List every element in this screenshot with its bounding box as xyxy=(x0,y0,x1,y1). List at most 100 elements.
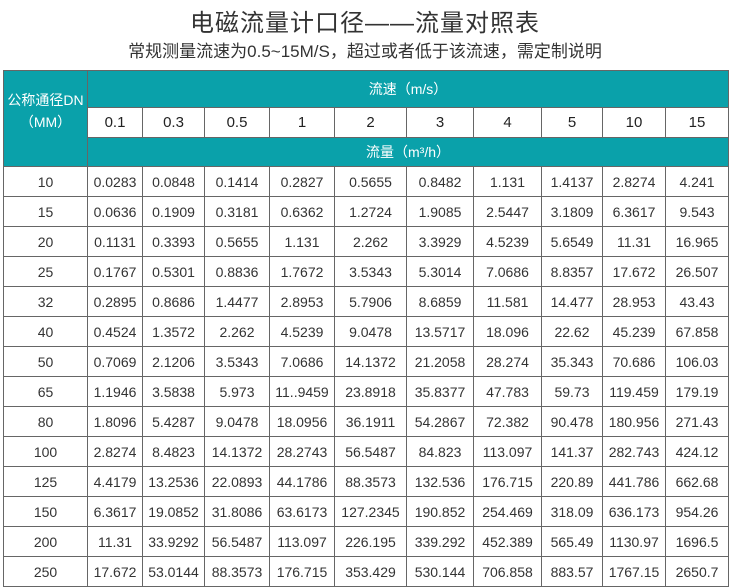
flow-value-cell: 14.1372 xyxy=(334,346,407,377)
flow-value-cell: 19.0852 xyxy=(142,496,205,527)
dn-cell: 10 xyxy=(3,166,88,197)
flow-value-cell: 0.7069 xyxy=(87,346,143,377)
flow-value-cell: 636.173 xyxy=(602,496,666,527)
flow-value-cell: 14.1372 xyxy=(204,436,270,467)
dn-header-line1: 公称通径DN xyxy=(7,92,84,108)
flow-value-cell: 18.096 xyxy=(473,316,542,347)
flow-value-cell: 254.469 xyxy=(473,496,542,527)
flow-value-cell: 3.3929 xyxy=(406,226,474,257)
flow-value-cell: 28.274 xyxy=(473,346,542,377)
flow-value-cell: 0.8686 xyxy=(142,286,205,317)
table-row: 15 0.0636 0.1909 0.3181 0.6362 1.2724 1.9085 2.… xyxy=(3,196,730,227)
flow-value-cell: 17.672 xyxy=(602,256,666,287)
flow-value-cell: 127.2345 xyxy=(334,496,407,527)
flow-value-cell: 1.2724 xyxy=(334,196,407,227)
flow-value-cell: 2.8274 xyxy=(87,436,143,467)
dn-cell: 40 xyxy=(3,316,88,347)
flow-value-cell: 5.973 xyxy=(204,376,270,407)
flow-value-cell: 141.37 xyxy=(541,436,603,467)
flow-value-cell: 1.3572 xyxy=(142,316,205,347)
flow-value-cell: 4.5239 xyxy=(473,226,542,257)
table-row: 100 2.8274 8.4823 14.1372 28.2743 56.5487 84.8… xyxy=(3,436,730,467)
flow-value-cell: 119.459 xyxy=(602,376,666,407)
flow-value-cell: 45.239 xyxy=(602,316,666,347)
flow-value-cell: 1.131 xyxy=(473,166,542,197)
flow-value-cell: 22.62 xyxy=(541,316,603,347)
flow-value-cell: 8.4823 xyxy=(142,436,205,467)
flow-value-cell: 441.786 xyxy=(602,466,666,497)
flow-value-cell: 8.6859 xyxy=(406,286,474,317)
flow-value-cell: 14.477 xyxy=(541,286,603,317)
dn-cell: 80 xyxy=(3,406,88,437)
flow-value-cell: 11..9459 xyxy=(269,376,335,407)
flow-value-cell: 5.3014 xyxy=(406,256,474,287)
flow-value-cell: 0.8482 xyxy=(406,166,474,197)
flow-value-cell: 5.4287 xyxy=(142,406,205,437)
flow-value-cell: 452.389 xyxy=(473,526,542,557)
flow-value-cell: 1696.5 xyxy=(664,526,730,557)
flow-value-cell: 9.0478 xyxy=(334,316,407,347)
flow-value-cell: 2.262 xyxy=(334,226,407,257)
flow-value-cell: 84.823 xyxy=(406,436,474,467)
flow-value-cell: 9.0478 xyxy=(204,406,270,437)
dn-cell: 32 xyxy=(3,286,88,317)
flow-value-cell: 5.6549 xyxy=(541,226,603,257)
flow-value-cell: 1.9085 xyxy=(406,196,474,227)
flow-value-cell: 954.26 xyxy=(664,496,730,527)
dn-cell: 65 xyxy=(3,376,88,407)
flow-value-cell: 7.0686 xyxy=(269,346,335,377)
flow-value-cell: 0.4524 xyxy=(87,316,143,347)
flow-value-cell: 53.0144 xyxy=(142,556,205,587)
flow-value-cell: 70.686 xyxy=(602,346,666,377)
flow-value-cell: 2.8953 xyxy=(269,286,335,317)
flow-value-cell: 9.543 xyxy=(664,196,730,227)
flow-value-cell: 11.581 xyxy=(473,286,542,317)
flow-value-cell: 7.0686 xyxy=(473,256,542,287)
flow-value-cell: 0.5655 xyxy=(204,226,270,257)
flow-value-cell: 11.31 xyxy=(87,526,143,557)
flow-value-cell: 3.5343 xyxy=(334,256,407,287)
flow-value-cell: 353.429 xyxy=(334,556,407,587)
flow-value-cell: 54.2867 xyxy=(406,406,474,437)
flow-value-cell: 43.43 xyxy=(664,286,730,317)
speed-values-row: 0.1 0.3 0.5 1 2 3 4 5 10 15 xyxy=(4,107,730,138)
speed-value-cell: 0.1 xyxy=(87,107,143,138)
flow-value-cell: 56.5487 xyxy=(334,436,407,467)
flow-value-cell: 2.1206 xyxy=(142,346,205,377)
flow-value-cell: 190.852 xyxy=(406,496,474,527)
table-row: 65 1.1946 3.5838 5.973 11..9459 23.8918 35.837… xyxy=(3,376,730,407)
flow-value-cell: 179.19 xyxy=(664,376,730,407)
flow-value-cell: 35.343 xyxy=(541,346,603,377)
flow-value-cell: 67.858 xyxy=(664,316,730,347)
speed-value-cell: 0.5 xyxy=(204,107,270,138)
flow-value-cell: 21.2058 xyxy=(406,346,474,377)
dn-header-line2: （MM） xyxy=(19,114,72,130)
flow-value-cell: 18.0956 xyxy=(269,406,335,437)
flow-value-cell: 22.0893 xyxy=(204,466,270,497)
flow-value-cell: 59.73 xyxy=(541,376,603,407)
flow-value-cell: 0.2827 xyxy=(269,166,335,197)
table-row: 50 0.7069 2.1206 3.5343 7.0686 14.1372 21.2058… xyxy=(3,346,730,377)
speed-value-cell: 1 xyxy=(269,107,335,138)
flow-value-cell: 180.956 xyxy=(602,406,666,437)
flow-value-cell: 0.5655 xyxy=(334,166,407,197)
flow-value-cell: 2650.7 xyxy=(664,556,730,587)
speed-value-cell: 4 xyxy=(473,107,542,138)
flow-value-cell: 1.8096 xyxy=(87,406,143,437)
flow-header: 流量（m³/h） xyxy=(86,137,730,167)
flow-value-cell: 6.3617 xyxy=(87,496,143,527)
flow-value-cell: 3.5838 xyxy=(142,376,205,407)
flow-value-cell: 90.478 xyxy=(541,406,603,437)
flow-value-cell: 2.8274 xyxy=(602,166,666,197)
flow-value-cell: 113.097 xyxy=(269,526,335,557)
flow-value-cell: 33.9292 xyxy=(142,526,205,557)
flow-value-cell: 88.3573 xyxy=(204,556,270,587)
flow-value-cell: 662.68 xyxy=(664,466,730,497)
flow-value-cell: 339.292 xyxy=(406,526,474,557)
flow-table: 公称通径DN （MM） 流速（m/s） 0.1 0.3 0.5 1 2 3 4 5 10 15 流… xyxy=(3,70,730,587)
speed-value-cell: 5 xyxy=(541,107,603,138)
flow-value-cell: 0.5301 xyxy=(142,256,205,287)
dn-header: 公称通径DN （MM） xyxy=(3,70,88,167)
flow-value-cell: 0.0848 xyxy=(142,166,205,197)
page-title: 电磁流量计口径——流量对照表 xyxy=(190,10,540,37)
